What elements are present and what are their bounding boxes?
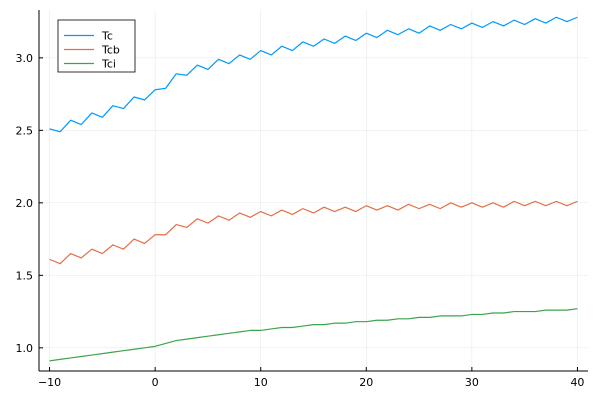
x-tick-label: 40 xyxy=(570,376,584,389)
legend-label-tc: Tc xyxy=(101,30,113,43)
y-tick-label: 2.5 xyxy=(16,124,34,137)
axes xyxy=(38,10,588,372)
y-tick-label: 2.0 xyxy=(16,197,34,210)
y-tick-label: 3.0 xyxy=(16,52,34,65)
legend-label-tci: Tci xyxy=(101,58,116,71)
x-tick-label: 20 xyxy=(359,376,373,389)
series-line-tc xyxy=(49,16,578,133)
series-line-tci xyxy=(49,308,578,362)
series-lines xyxy=(49,16,578,362)
x-tick-label: −10 xyxy=(38,376,61,389)
x-tick-label: 30 xyxy=(465,376,479,389)
legend-box xyxy=(57,19,136,73)
x-tick-label: 0 xyxy=(152,376,159,389)
x-tick-labels: −10 0 10 20 30 40 xyxy=(38,367,584,389)
legend-label-tcb: Tcb xyxy=(101,44,120,57)
y-tick-label: 1.5 xyxy=(16,269,34,282)
x-tick-label: 10 xyxy=(254,376,268,389)
y-tick-label: 1.0 xyxy=(16,342,34,355)
series-line-tcb xyxy=(49,200,578,265)
y-tick-labels: 1.0 1.5 2.0 2.5 3.0 xyxy=(16,52,43,355)
